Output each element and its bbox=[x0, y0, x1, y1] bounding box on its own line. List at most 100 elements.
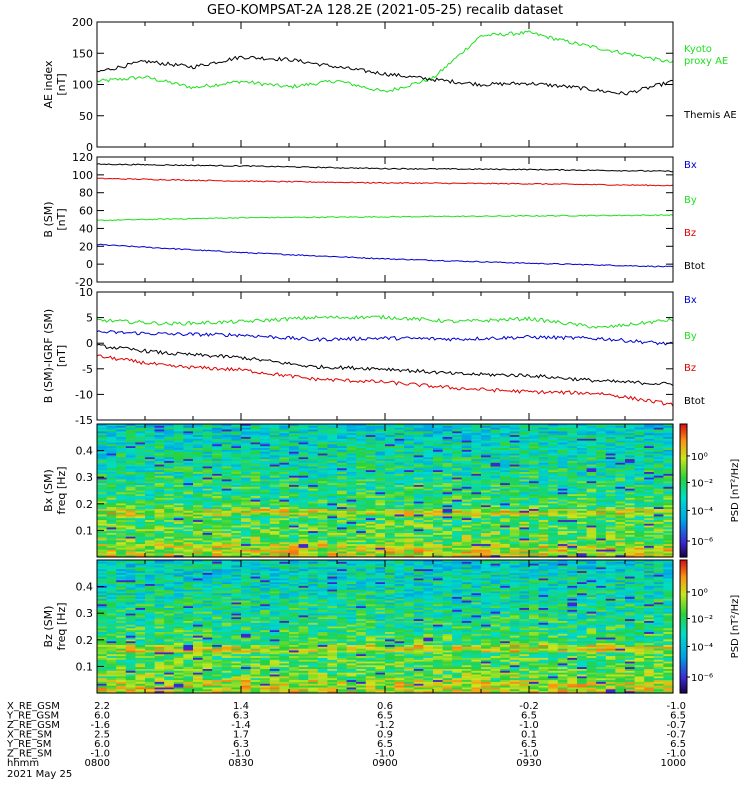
spectrogram-cell bbox=[605, 496, 616, 499]
spectrogram-cell bbox=[298, 534, 309, 538]
spectrogram-cell bbox=[653, 444, 664, 447]
spectrogram-cell bbox=[433, 486, 444, 490]
spectrogram-cell bbox=[577, 481, 588, 484]
spectrogram-cell bbox=[116, 455, 127, 458]
spectrogram-cell bbox=[231, 477, 242, 480]
spectrogram-cell bbox=[125, 470, 136, 473]
spectrogram-cell bbox=[567, 520, 578, 523]
spectrogram-cell bbox=[346, 470, 357, 473]
spectrogram-cell bbox=[577, 470, 588, 473]
spectrogram-cell bbox=[212, 527, 223, 530]
spectrogram-cell bbox=[538, 424, 549, 427]
spectrogram-cell bbox=[634, 477, 645, 480]
spectrogram-cell bbox=[183, 525, 194, 528]
spectrogram-cell bbox=[135, 589, 146, 592]
spectrogram-cell bbox=[337, 481, 348, 484]
spectrogram-cell bbox=[221, 555, 232, 558]
spectrogram-cell bbox=[375, 455, 386, 458]
spectrogram-cell bbox=[97, 648, 108, 652]
spectrogram-cell bbox=[298, 516, 309, 519]
spectrogram-cell bbox=[106, 497, 117, 501]
spectrogram-cell bbox=[471, 438, 482, 442]
y-tick-label: 10 bbox=[79, 286, 93, 299]
spectrogram-cell bbox=[183, 488, 194, 492]
series-line-bz bbox=[96, 177, 674, 187]
spectrogram-cell bbox=[567, 455, 578, 458]
spectrogram-cell bbox=[231, 505, 242, 508]
spectrogram-cell bbox=[279, 518, 290, 521]
spectrogram-cell bbox=[250, 481, 261, 484]
spectrogram-cell bbox=[154, 555, 165, 558]
spectrogram-cell bbox=[538, 433, 549, 436]
spectrogram-cell bbox=[452, 440, 463, 443]
spectrogram-cell bbox=[231, 523, 242, 527]
spectrogram-cell bbox=[327, 429, 338, 432]
spectrogram-cell bbox=[596, 448, 607, 451]
spectrogram-cell bbox=[519, 446, 530, 449]
spectrogram-cell bbox=[145, 565, 156, 568]
spectrogram-cell bbox=[202, 448, 213, 451]
spectrogram-cell bbox=[481, 509, 492, 512]
spectrogram-cell bbox=[375, 507, 386, 510]
spectrogram-cell bbox=[135, 670, 146, 674]
spectrogram-cell bbox=[461, 545, 472, 549]
spectrogram-cell bbox=[605, 433, 616, 436]
spectrogram-cell bbox=[269, 544, 280, 547]
spectrogram-cell bbox=[212, 459, 223, 462]
spectrogram-cell bbox=[269, 514, 280, 517]
spectrogram-cell bbox=[317, 435, 328, 438]
spectrogram-cell bbox=[375, 547, 386, 551]
spectrogram-cell bbox=[433, 435, 444, 438]
spectrogram-cell bbox=[365, 459, 376, 462]
spectrogram-cell bbox=[385, 516, 396, 519]
spectrogram-cell bbox=[202, 531, 213, 534]
spectrogram-cell bbox=[279, 455, 290, 458]
spectrogram-cell bbox=[490, 510, 501, 514]
spectrogram-cell bbox=[135, 485, 146, 488]
spectrogram-cell bbox=[394, 490, 405, 493]
spectrogram-cell bbox=[461, 527, 472, 530]
spectrogram-cell bbox=[241, 555, 252, 558]
spectrogram-cell bbox=[250, 475, 261, 479]
spectrogram-cell bbox=[241, 496, 252, 499]
spectrogram-cell bbox=[423, 494, 434, 497]
spectrogram-cell bbox=[97, 595, 108, 598]
spectrogram-cell bbox=[221, 477, 232, 480]
spectrogram-cell bbox=[346, 488, 357, 492]
spectrogram-cell bbox=[413, 512, 424, 516]
spectrogram-cell bbox=[269, 527, 280, 530]
spectrogram-cell bbox=[663, 442, 674, 445]
spectrogram-cell bbox=[567, 435, 578, 438]
spectrogram-cell bbox=[548, 427, 559, 431]
spectrogram-cell bbox=[557, 449, 568, 453]
spectrogram-cell bbox=[145, 459, 156, 462]
spectrogram-cell bbox=[490, 446, 501, 449]
spectrogram-cell bbox=[145, 587, 156, 591]
spectrogram-cell bbox=[663, 455, 674, 458]
spectrogram-cell bbox=[135, 545, 146, 549]
spectrogram-cell bbox=[125, 560, 136, 563]
spectrogram-cell bbox=[577, 473, 588, 477]
spectrogram-cell bbox=[634, 536, 645, 540]
spectrogram-cell bbox=[97, 542, 108, 545]
spectrogram-cell bbox=[183, 545, 194, 549]
spectrogram-cell bbox=[97, 630, 108, 633]
colorbar-tick-label: 10⁻⁶ bbox=[691, 537, 713, 548]
spectrogram-cell bbox=[231, 446, 242, 449]
spectrogram-cell bbox=[279, 453, 290, 456]
spectrogram-cell bbox=[135, 425, 146, 429]
spectrogram-cell bbox=[471, 492, 482, 495]
spectrogram-cell bbox=[202, 481, 213, 484]
spectrogram-cell bbox=[567, 516, 578, 519]
spectrogram-cell bbox=[490, 457, 501, 460]
spectrogram-cell bbox=[135, 551, 146, 554]
spectrogram-cell bbox=[529, 479, 540, 482]
spectrogram-cell bbox=[538, 505, 549, 508]
spectrogram-cell bbox=[250, 433, 261, 436]
spectrogram-cell bbox=[452, 444, 463, 447]
spectrogram-cell bbox=[567, 525, 578, 528]
spectrogram-cell bbox=[260, 435, 271, 438]
spectrogram-cell bbox=[577, 449, 588, 453]
spectrogram-cell bbox=[106, 641, 117, 644]
spectrogram-cell bbox=[308, 466, 319, 469]
